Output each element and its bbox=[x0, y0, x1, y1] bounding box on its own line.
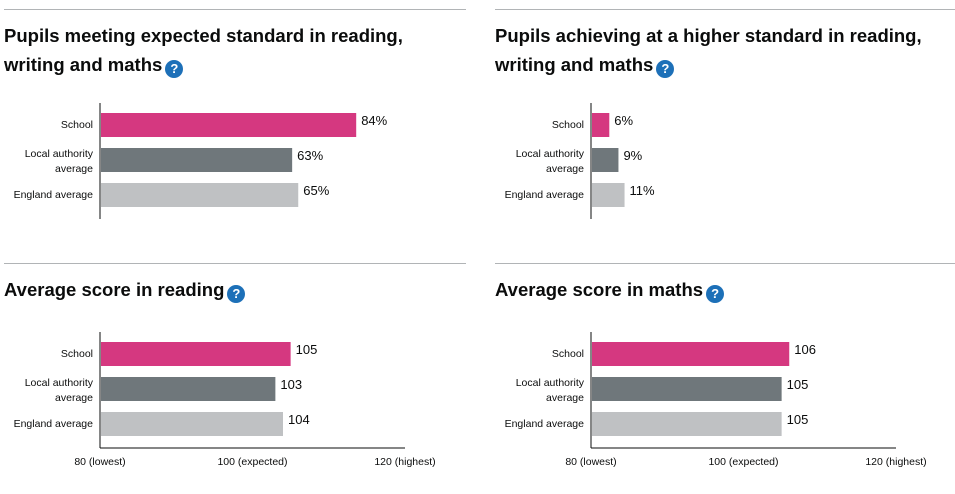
value-label: 6% bbox=[614, 113, 633, 128]
bar-school bbox=[101, 113, 357, 137]
bar-local-authority bbox=[101, 377, 276, 401]
x-tick-label: 80 (lowest) bbox=[565, 456, 616, 468]
bar-school bbox=[101, 342, 291, 366]
x-tick-label: 120 (highest) bbox=[865, 456, 926, 468]
value-label: 105 bbox=[787, 412, 809, 427]
chart-panel-expected-standard: Pupils meeting expected standard in read… bbox=[0, 0, 466, 240]
bar-england bbox=[101, 183, 299, 207]
value-label: 9% bbox=[623, 148, 642, 163]
help-icon[interactable]: ? bbox=[165, 60, 184, 78]
bar-local-authority bbox=[592, 148, 619, 172]
category-label: average bbox=[546, 163, 584, 175]
chart-panel-maths-score: Average score in maths? 106 School 105 Loca… bbox=[491, 254, 955, 494]
bar-chart: 105 School 103 Local authority average 104 Eng… bbox=[14, 332, 436, 468]
chart-panel-higher-standard: Pupils achieving at a higher standard in… bbox=[491, 0, 955, 240]
category-label: School bbox=[61, 119, 93, 131]
category-label: School bbox=[552, 348, 584, 360]
category-label: England average bbox=[505, 189, 585, 201]
bar-chart: 84% School 63% Local authority average 65% Eng… bbox=[14, 103, 388, 219]
category-label: Local authority bbox=[516, 377, 585, 389]
value-label: 106 bbox=[794, 342, 816, 357]
value-label: 65% bbox=[303, 183, 329, 198]
category-label: average bbox=[55, 163, 93, 175]
x-tick-label: 100 (expected) bbox=[708, 456, 778, 468]
bar-local-authority bbox=[592, 377, 782, 401]
bar-england bbox=[592, 412, 782, 436]
chart-title: Average score in maths? bbox=[495, 275, 955, 304]
panel-divider bbox=[495, 9, 955, 10]
panel-divider bbox=[495, 263, 955, 264]
x-tick-label: 120 (highest) bbox=[374, 456, 435, 468]
help-icon[interactable]: ? bbox=[656, 60, 675, 78]
category-label: average bbox=[546, 392, 584, 404]
bar-school bbox=[592, 342, 790, 366]
category-label: average bbox=[55, 392, 93, 404]
help-icon[interactable]: ? bbox=[706, 285, 725, 303]
category-label: School bbox=[61, 348, 93, 360]
x-tick-label: 100 (expected) bbox=[217, 456, 287, 468]
bar-chart: 6% School 9% Local authority average 11% Engla… bbox=[505, 103, 655, 219]
bar-chart: 106 School 105 Local authority average 105 Eng… bbox=[505, 332, 927, 468]
category-label: England average bbox=[14, 418, 94, 430]
value-label: 103 bbox=[280, 377, 302, 392]
category-label: Local authority bbox=[25, 148, 94, 160]
bar-local-authority bbox=[101, 148, 293, 172]
bar-england bbox=[592, 183, 625, 207]
chart-title: Pupils meeting expected standard in read… bbox=[4, 25, 403, 78]
chart-title: Average score in reading? bbox=[4, 275, 464, 304]
category-label: Local authority bbox=[25, 377, 94, 389]
panel-divider bbox=[4, 9, 466, 10]
bar-england bbox=[101, 412, 283, 436]
bar-school bbox=[592, 113, 610, 137]
value-label: 105 bbox=[787, 377, 809, 392]
x-tick-label: 80 (lowest) bbox=[74, 456, 125, 468]
chart-panel-reading-score: Average score in reading? 105 School 103 Lo… bbox=[0, 254, 466, 494]
value-label: 84% bbox=[361, 113, 387, 128]
value-label: 105 bbox=[296, 342, 318, 357]
value-label: 63% bbox=[297, 148, 323, 163]
category-label: School bbox=[552, 119, 584, 131]
category-label: England average bbox=[505, 418, 585, 430]
category-label: England average bbox=[14, 189, 94, 201]
panel-divider bbox=[4, 263, 466, 264]
value-label: 104 bbox=[288, 412, 310, 427]
help-icon[interactable]: ? bbox=[227, 285, 246, 303]
category-label: Local authority bbox=[516, 148, 585, 160]
value-label: 11% bbox=[630, 183, 655, 198]
chart-title: Pupils achieving at a higher standard in… bbox=[495, 25, 922, 78]
